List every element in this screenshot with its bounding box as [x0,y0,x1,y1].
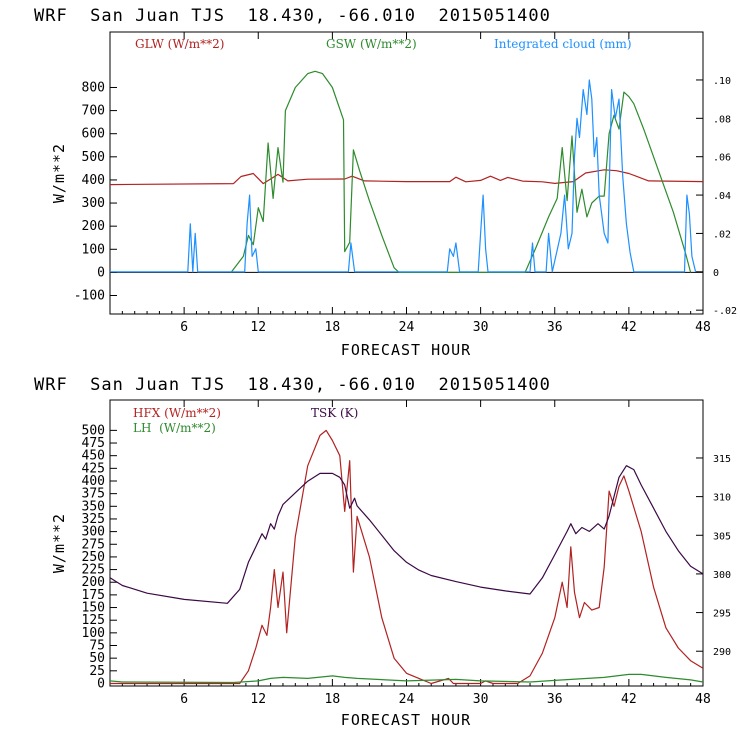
y-tick-label: -100 [74,289,105,304]
y-tick-label: 200 [82,575,105,590]
y-tick-label: 400 [82,474,105,489]
y-tick-label: 0 [97,676,105,691]
y2-tick-label: .06 [713,153,731,164]
chart-1-y-label: W/m**2 [50,143,68,203]
y-tick-label: 150 [82,601,105,616]
y2-tick-label: 305 [713,531,731,542]
y-tick-label: 600 [82,127,105,142]
y2-tick-label: 300 [713,570,731,581]
x-tick-label: 18 [325,692,341,707]
x-tick-label: 24 [399,692,415,707]
y2-tick-label: 315 [713,454,731,465]
x-tick-label: 24 [399,320,415,335]
y-tick-label: 400 [82,173,105,188]
legend-integrated-cloud: Integrated cloud (mm) [494,37,632,51]
chart-1-series [109,70,704,273]
chart-1-y-tick-labels: -100 0 100 200 300 400 500 600 700 800 [74,80,117,304]
y-tick-label: 100 [82,626,105,641]
y-tick-label: 75 [89,639,105,654]
chart-2-frame [109,399,704,687]
chart-2-y-label: W/m**2 [50,513,68,573]
y2-tick-label: .08 [713,114,731,125]
x-tick-label: 42 [621,320,637,335]
x-tick-label: 42 [621,692,637,707]
series-line-glw [109,169,704,186]
legend-hfx: HFX (W/m**2) [133,406,221,420]
x-tick-label: 18 [325,320,341,335]
chart-2-title: WRF San Juan TJS 18.430, -66.010 2015051… [34,375,551,395]
y2-tick-label: 310 [713,493,731,504]
y-tick-label: 800 [82,80,105,95]
chart-2-y2-tick-labels: 290 295 300 305 310 315 [696,454,731,658]
y-tick-label: 300 [82,525,105,540]
y-tick-label: 300 [82,196,105,211]
y2-tick-label: .10 [713,76,731,87]
x-tick-label: 48 [695,320,711,335]
chart-1-x-tick-labels: 6 12 18 24 30 36 42 48 [121,32,711,335]
y-tick-label: 700 [82,104,105,119]
x-tick-label: 30 [473,692,489,707]
y-tick-label: 275 [82,537,105,552]
series-line-hfx [110,429,704,685]
y-tick-label: 175 [82,588,105,603]
y2-tick-label: -.02 [713,306,737,317]
y2-tick-label: 290 [713,647,731,658]
y-tick-label: 125 [82,613,105,628]
chart-2-x-label: FORECAST HOUR [341,711,471,729]
x-tick-label: 48 [695,692,711,707]
y-tick-label: 375 [82,487,105,502]
x-tick-label: 6 [180,320,188,335]
y2-tick-label: .02 [713,229,731,240]
y-tick-label: 500 [82,150,105,165]
y-tick-label: 25 [89,664,105,679]
y2-tick-label: .04 [713,191,731,202]
legend-gsw: GSW (W/m**2) [326,37,417,51]
y-tick-label: 0 [97,265,105,280]
y-tick-label: 100 [82,242,105,257]
x-tick-label: 36 [547,692,563,707]
y-tick-label: 450 [82,449,105,464]
y-tick-label: 225 [82,563,105,578]
chart-1-title: WRF San Juan TJS 18.430, -66.010 2015051… [34,6,551,26]
chart-1-x-label: FORECAST HOUR [341,341,471,359]
x-tick-label: 36 [547,320,563,335]
x-tick-label: 30 [473,320,489,335]
y-tick-label: 200 [82,219,105,234]
series-line-tsk [109,465,704,604]
series-line-integrated [110,79,697,273]
y-tick-label: 475 [82,436,105,451]
y-tick-label: 50 [89,651,105,666]
legend-tsk: TSK (K) [311,406,358,420]
x-tick-label: 6 [180,692,188,707]
chart-2-series [109,429,704,685]
x-tick-label: 12 [250,692,266,707]
chart-1-y2-tick-labels: -.02 0 .02 .04 .06 .08 .10 [696,76,737,317]
y-tick-label: 350 [82,499,105,514]
y2-tick-label: 295 [713,609,731,620]
legend-glw: GLW (W/m**2) [135,37,224,51]
chart-2-x-tick-labels: 6 12 18 24 30 36 42 48 [121,400,711,707]
y-tick-label: 425 [82,461,105,476]
chart-2-y-tick-labels: 0255075100125150175200225250275300325350… [82,423,117,691]
legend-lh: LH (W/m**2) [133,421,216,435]
y-tick-label: 250 [82,550,105,565]
y-tick-label: 325 [82,512,105,527]
y2-tick-label: 0 [713,268,719,279]
series-line-lh [109,673,704,684]
x-tick-label: 12 [250,320,266,335]
y-tick-label: 500 [82,423,105,438]
